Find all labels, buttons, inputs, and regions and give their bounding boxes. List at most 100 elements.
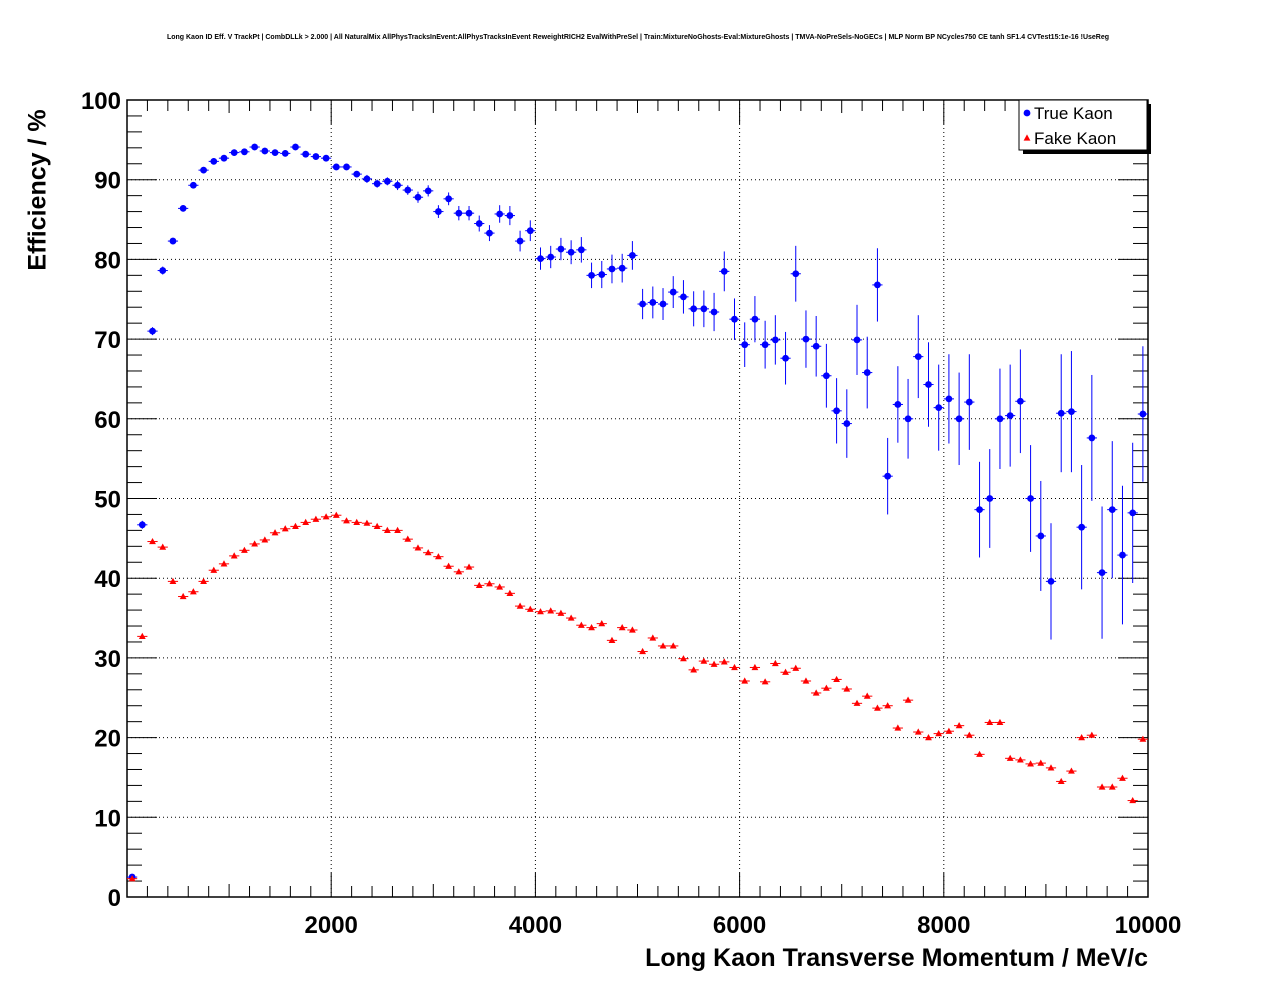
data-point [996,718,1004,726]
data-point [874,704,881,711]
data-point [588,624,595,631]
data-point [312,153,320,160]
data-point [925,734,932,741]
data-point [302,518,310,526]
data-point [373,522,381,529]
data-point [690,666,698,673]
data-point [1006,412,1014,420]
data-point [761,678,769,685]
data-point [292,522,299,529]
data-point [475,581,483,588]
y-tick-label: 70 [94,327,121,354]
data-point [822,684,830,691]
y-tick-label: 100 [81,88,121,115]
data-point [751,315,759,323]
y-tick-label: 60 [94,407,121,434]
data-point [741,341,749,349]
data-point [455,209,463,217]
y-tick-label: 80 [94,247,121,274]
data-point [149,537,156,545]
data-point [1016,756,1024,763]
data-point [383,526,391,533]
data-point [1068,767,1075,774]
data-point [1139,410,1147,418]
data-point [322,513,330,520]
data-point [353,170,361,178]
data-point [445,562,453,569]
data-point [639,647,647,655]
legend-label: Fake Kaon [1034,129,1116,148]
x-tick-label: 6000 [713,912,766,939]
y-tick-label: 0 [108,885,121,912]
data-point [332,163,340,171]
y-tick-label: 90 [94,168,121,195]
axes: 2000 4000 6000 8000 10000 0 10 20 30 40 50 60 70 80 90… [81,88,1181,939]
data-point [618,264,626,272]
x-tick-label: 2000 [305,912,358,939]
data-point [618,624,626,631]
data-point [608,636,616,643]
data-point [179,204,187,212]
data-point [557,609,565,616]
data-point [210,157,218,165]
data-point [945,395,953,403]
data-point [506,589,514,596]
data-point [537,608,544,615]
legend-box [1018,99,1148,151]
data-point [404,535,412,542]
data-point [230,149,238,157]
data-point [628,626,636,633]
data-point [598,620,606,627]
data-point [1047,577,1055,585]
data-point [976,750,983,757]
data-points [127,143,1148,882]
data-point [577,621,585,628]
data-point [965,731,973,738]
data-point [812,342,820,350]
data-point [965,398,973,406]
data-point [1119,774,1126,781]
data-point [373,180,381,188]
data-point [1098,783,1106,790]
data-point [1078,523,1086,531]
data-point [189,588,197,595]
data-point [649,634,657,641]
data-point [567,248,575,256]
data-point [271,149,279,157]
data-point [332,511,340,518]
data-point [414,544,422,551]
data-point [986,495,994,502]
data-point [935,404,943,412]
data-point [455,568,463,575]
data-point [1108,783,1116,790]
data-point [465,563,473,570]
y-tick-label: 50 [94,487,121,514]
data-point [1088,731,1096,738]
data-point [1037,532,1045,540]
data-point [659,642,667,649]
data-point [363,175,371,183]
data-point [1098,569,1106,577]
data-point [383,177,391,185]
data-point [1129,509,1137,517]
legend-marker [1023,109,1031,117]
data-point [169,577,177,584]
data-point [863,369,871,376]
data-point [363,519,371,526]
data-point [343,163,350,171]
data-point [669,288,677,296]
data-point [271,529,279,536]
data-point [700,305,708,313]
data-point [669,642,677,649]
data-point [486,229,493,237]
data-point [782,668,789,675]
data-point [1139,735,1147,742]
data-point [782,354,789,362]
data-point [884,472,892,480]
data-point [169,237,177,245]
data-point [210,566,218,573]
data-point [1078,734,1086,741]
data-point [424,187,432,195]
data-point [894,401,902,408]
